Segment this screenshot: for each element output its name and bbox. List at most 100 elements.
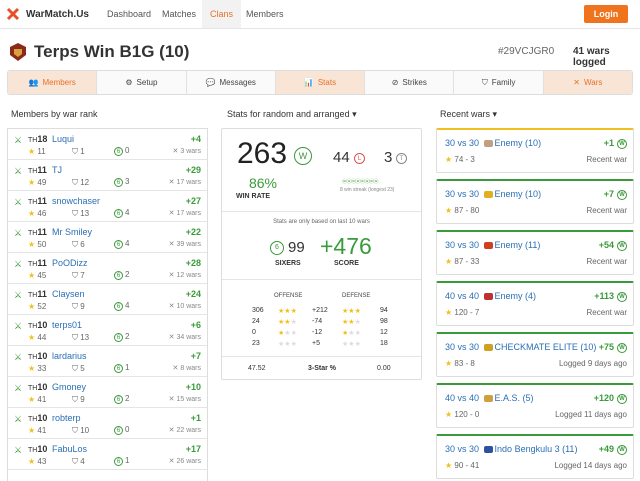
sword-icon: ⚔ bbox=[14, 228, 23, 238]
swords-icon: ✕ bbox=[168, 241, 175, 248]
war-title[interactable]: 40 vs 40 Enemy (4) bbox=[445, 291, 537, 301]
shield-icon: ⛉ bbox=[72, 209, 78, 218]
message-icon: 💬 bbox=[205, 78, 216, 87]
swords-icon: ✕ bbox=[168, 303, 175, 310]
nav-matches[interactable]: Matches bbox=[162, 9, 197, 19]
member-name[interactable]: TJ bbox=[52, 165, 62, 175]
star-icon: ★ bbox=[445, 308, 453, 317]
star-icon: ★ bbox=[28, 271, 36, 280]
win-icon: W bbox=[617, 138, 627, 149]
tab-messages[interactable]: 💬 Messages bbox=[186, 71, 276, 94]
star-icon: ★ bbox=[28, 209, 36, 218]
shield-icon: ⛉ bbox=[72, 395, 78, 404]
member-name[interactable]: terps01 bbox=[52, 320, 83, 330]
member-row[interactable]: ⚔ TH10 FabuLos +17 ★ 43 ⛉ 4 6 1 ✕ 26 wars bbox=[8, 439, 207, 470]
shield-icon: ⛉ bbox=[72, 302, 78, 311]
member-wars: ✕ 22 wars bbox=[168, 427, 201, 434]
member-row[interactable]: ⚔ TH10 Gmoney +10 ★ 41 ⛉ 9 6 2 ✕ 15 wars bbox=[8, 377, 207, 408]
member-stars: ★ 43 bbox=[28, 457, 47, 466]
member-score: +4 bbox=[190, 134, 201, 144]
member-stars: ★ 41 bbox=[28, 395, 47, 404]
tab-strikes[interactable]: ⊘ Strikes bbox=[365, 71, 455, 94]
star-stat-row: 23 ★★★ +5 ★★★ 18 bbox=[252, 340, 388, 348]
clan-badge-icon bbox=[10, 43, 26, 61]
nav-members[interactable]: Members bbox=[246, 9, 284, 19]
star-icon: ★ bbox=[28, 240, 36, 249]
war-card[interactable]: 30 vs 30 Enemy (11) +54 W ★ 87 - 33 Recent w… bbox=[436, 230, 634, 275]
member-score: +7 bbox=[190, 351, 201, 361]
tab-setup[interactable]: ⚙ Setup bbox=[97, 71, 187, 94]
member-row[interactable]: ⚔ TH10 robterp +1 ★ 41 ⛉ 10 6 0 ✕ 22 wars bbox=[8, 408, 207, 439]
member-name[interactable]: lardarius bbox=[52, 351, 87, 361]
member-row[interactable]: ⚔ TH11 Claysen +24 ★ 52 ⛉ 9 6 4 ✕ 10 wars bbox=[8, 284, 207, 315]
nav-dashboard[interactable]: Dashboard bbox=[107, 9, 152, 19]
clan-badge-icon bbox=[483, 191, 493, 199]
member-defenses: ⛉ 12 bbox=[72, 178, 90, 187]
member-score: +29 bbox=[185, 165, 201, 175]
war-title[interactable]: 30 vs 30 CHECKMATE ELITE (10) bbox=[445, 342, 597, 352]
shield-icon: ⛉ bbox=[72, 426, 78, 435]
war-card[interactable]: 40 vs 40 E.A.S. (5) +120 W ★ 120 - 0 Logged … bbox=[436, 383, 634, 428]
strike-icon: ⊘ bbox=[391, 78, 399, 87]
member-row[interactable]: ⚔ TH11 Mr Smiley +22 ★ 50 ⛉ 6 6 4 ✕ 39 wars bbox=[8, 222, 207, 253]
member-name[interactable]: Gmoney bbox=[52, 382, 87, 392]
member-row[interactable]: ⚔ TH11 PoODizz +28 ★ 45 ⛉ 7 6 2 ✕ 12 wars bbox=[8, 253, 207, 284]
shield-icon: ⛉ bbox=[72, 271, 78, 280]
member-name[interactable]: FabuLos bbox=[52, 444, 88, 454]
member-row[interactable]: ⚔ TH18 Luqui +4 ★ 11 ⛉ 1 6 0 ✕ 3 wars bbox=[8, 129, 207, 160]
member-row[interactable]: ⚔ TH11 TJ +29 ★ 49 ⛉ 12 6 3 ✕ 17 wars bbox=[8, 160, 207, 191]
member-name[interactable]: PoODizz bbox=[52, 258, 88, 268]
member-stars: ★ 46 bbox=[28, 209, 47, 218]
member-name[interactable]: snowchaser bbox=[52, 196, 101, 206]
defense-stars: ★★★ bbox=[342, 341, 361, 348]
war-score: +75 W bbox=[599, 342, 627, 353]
war-title[interactable]: 30 vs 30 Indo Bengkulu 3 (11) bbox=[445, 444, 578, 454]
war-card[interactable]: 30 vs 30 Indo Bengkulu 3 (11) +49 W ★ 90 - … bbox=[436, 434, 634, 479]
member-defenses: ⛉ 1 bbox=[72, 147, 85, 156]
member-name[interactable]: robterp bbox=[52, 413, 81, 423]
member-defenses: ⛉ 13 bbox=[72, 333, 90, 342]
war-card[interactable]: 30 vs 30 Enemy (10) +1 W ★ 74 - 3 Recent war bbox=[436, 128, 634, 173]
star-icon: ★ bbox=[445, 359, 453, 368]
three-star-offense: 47.52 bbox=[248, 365, 266, 372]
users-icon: 👥 bbox=[28, 78, 39, 87]
member-score: +6 bbox=[190, 320, 201, 330]
member-name[interactable]: Claysen bbox=[52, 289, 85, 299]
war-card[interactable]: 30 vs 30 Enemy (10) +7 W ★ 87 - 80 Recent wa… bbox=[436, 179, 634, 224]
member-name[interactable]: Mr Smiley bbox=[52, 227, 92, 237]
member-row[interactable]: ⚔ TH10 terps01 +6 ★ 44 ⛉ 13 6 2 ✕ 34 wars bbox=[8, 315, 207, 346]
member-row[interactable]: ⚔ TH11 snowchaser +27 ★ 46 ⛉ 13 6 4 ✕ 17 wars bbox=[8, 191, 207, 222]
nav-clans[interactable]: Clans bbox=[202, 0, 242, 28]
war-score: +7 W bbox=[604, 189, 627, 200]
star-icon: ★ bbox=[445, 257, 453, 266]
clan-header: Terps Win B1G (10) #29VCJGR0 41 wars log… bbox=[8, 42, 632, 68]
tab-family[interactable]: ⛉ Family bbox=[454, 71, 544, 94]
member-name[interactable]: Luqui bbox=[52, 134, 75, 144]
tab-wars[interactable]: ✕ Wars bbox=[543, 71, 632, 94]
tab-members[interactable]: 👥 Members bbox=[8, 71, 98, 94]
war-title[interactable]: 40 vs 40 E.A.S. (5) bbox=[445, 393, 534, 403]
member-defenses: ⛉ 6 bbox=[72, 240, 85, 249]
six-icon: 6 bbox=[114, 302, 123, 311]
star-stat-row: 24 ★★★ -74 ★★★ 98 bbox=[252, 318, 388, 326]
townhall-level: TH10 bbox=[28, 444, 48, 454]
war-card[interactable]: 40 vs 40 Enemy (4) +113 W ★ 120 - 7 Recent w… bbox=[436, 281, 634, 326]
brand[interactable]: WarMatch.Us bbox=[26, 9, 89, 20]
member-row[interactable]: ⚔ TH10 lardarius +7 ★ 33 ⛉ 5 6 1 ✕ 8 wars bbox=[8, 346, 207, 377]
stats-dropdown[interactable]: Stats for random and arranged ▾ bbox=[227, 109, 357, 119]
divider bbox=[222, 211, 421, 212]
wars-dropdown[interactable]: Recent wars ▾ bbox=[440, 109, 498, 119]
sword-icon: ⚔ bbox=[14, 352, 23, 362]
war-title[interactable]: 30 vs 30 Enemy (11) bbox=[445, 240, 541, 250]
member-wars: ✕ 15 wars bbox=[168, 396, 201, 403]
war-title[interactable]: 30 vs 30 Enemy (10) bbox=[445, 138, 542, 148]
war-title[interactable]: 30 vs 30 Enemy (10) bbox=[445, 189, 542, 199]
tab-stats[interactable]: 📊 Stats bbox=[275, 71, 366, 94]
login-button[interactable]: Login bbox=[584, 5, 628, 23]
member-score: +24 bbox=[185, 289, 201, 299]
logo-icon[interactable] bbox=[6, 7, 20, 21]
war-card[interactable]: 30 vs 30 CHECKMATE ELITE (10) +75 W ★ 83 - … bbox=[436, 332, 634, 377]
